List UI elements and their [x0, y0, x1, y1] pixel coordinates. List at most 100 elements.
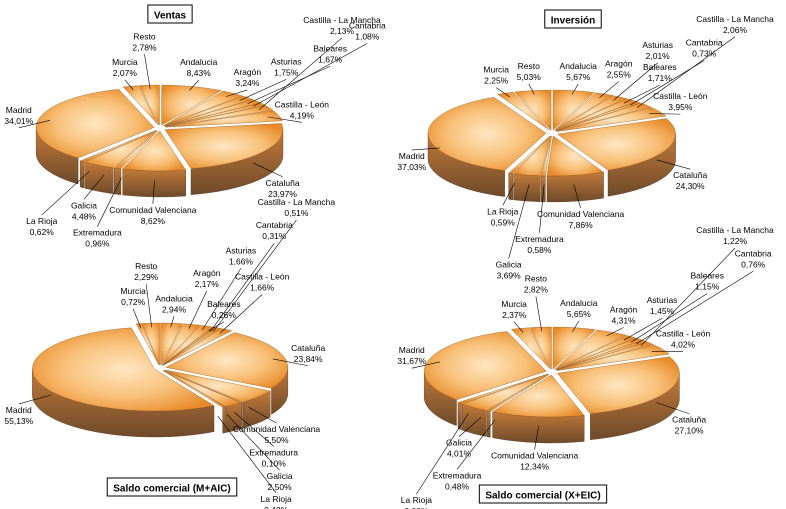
slice: [135, 323, 160, 366]
slice: [556, 340, 648, 371]
slice-value-label: 4,01%: [447, 449, 472, 459]
leader-line: [411, 147, 440, 151]
leader-line: [217, 416, 277, 493]
leader-line: [573, 184, 581, 208]
slice: [557, 107, 667, 132]
slice-value-label: 2,82%: [524, 284, 549, 294]
leader-line: [535, 296, 543, 332]
slice: [79, 130, 157, 163]
pie-walls: [427, 133, 676, 203]
slice-label: Castilla - León: [653, 91, 708, 101]
slice: [163, 328, 233, 366]
slice: [555, 335, 637, 370]
slice-label: La Rioja: [261, 494, 292, 504]
slice: [457, 373, 548, 405]
slice-label: Andalucia: [560, 61, 598, 71]
slice-value-label: 1,08%: [355, 31, 380, 41]
slice-value-label: 31,67%: [397, 356, 426, 366]
slice-value-label: 37,03%: [397, 162, 426, 172]
leader-line: [640, 247, 736, 347]
slice-value-label: 0,73%: [692, 49, 717, 59]
slice: [557, 118, 676, 171]
slice: [427, 97, 547, 171]
slice-label: Madrid: [6, 405, 32, 415]
slice: [486, 374, 550, 412]
slice-value-label: 5,65%: [567, 309, 592, 319]
leader-line: [623, 84, 660, 104]
leader-line: [528, 83, 535, 95]
leader-line: [226, 89, 248, 97]
slice-value-label: 2,29%: [134, 272, 159, 282]
slice-side: [540, 175, 546, 203]
slice-label: Galicia: [71, 200, 97, 210]
slice-label: Castilla - La Mancha: [696, 225, 774, 235]
title-box: [106, 477, 238, 497]
slice-label: Aragón: [610, 305, 638, 315]
slice-label: Castilla - León: [275, 99, 330, 109]
slice-label: Andalucia: [560, 298, 598, 308]
slice-value-label: 4,19%: [290, 110, 315, 120]
leader-line: [234, 412, 274, 447]
slice: [554, 329, 627, 370]
slice-value-label: 2,50%: [268, 482, 293, 492]
title-box: [147, 4, 193, 24]
slice-side: [508, 173, 514, 201]
slice: [35, 89, 155, 159]
slice-label: Asturias: [226, 245, 257, 255]
slice-label: Galicia: [446, 438, 472, 448]
slice-value-label: 2,78%: [132, 42, 157, 52]
slice-label: Cataluña: [291, 343, 325, 353]
leader-line: [239, 79, 287, 101]
slice-label: Murcia: [120, 286, 146, 296]
slice-label: Cataluña: [672, 415, 706, 425]
slice-value-label: 5,50%: [264, 435, 289, 445]
slice: [497, 91, 550, 131]
pie-tops: [32, 322, 289, 412]
slice-label: Cantabria: [256, 220, 293, 230]
leader-line: [456, 420, 495, 470]
slice-label: Castilla - La Mancha: [258, 197, 336, 207]
slice: [141, 322, 160, 366]
slice-label: Madrid: [6, 105, 32, 115]
slice-value-label: 2,06%: [723, 25, 748, 35]
slice: [492, 374, 585, 418]
slice-value-label: 23,97%: [268, 189, 297, 199]
slice-value-label: 0,48%: [445, 481, 470, 491]
slice-label: Extremadura: [249, 447, 298, 457]
slice-label: La Rioja: [487, 206, 518, 216]
title-box: [544, 9, 602, 29]
slice-value-label: 1,22%: [723, 236, 748, 246]
slice-label: La Rioja: [26, 216, 57, 226]
leader-line: [599, 81, 619, 98]
slice: [163, 370, 244, 403]
slice-label: Aragón: [605, 59, 633, 69]
slice-label: Cantabria: [686, 38, 723, 48]
slice-label: Aragón: [234, 67, 262, 77]
slice-label: Murcia: [501, 299, 527, 309]
slice: [554, 92, 614, 131]
chart-title: Inversión: [551, 16, 595, 27]
leader-line: [606, 327, 624, 337]
leader-line: [41, 171, 90, 216]
slice: [122, 85, 159, 126]
slice-label: Comunidad Valenciana: [233, 424, 321, 434]
leader-line: [496, 87, 510, 98]
slice: [138, 84, 160, 126]
slice-label: Castilla - La Mancha: [696, 14, 774, 24]
slice-value-label: 0,72%: [121, 297, 146, 307]
slice: [557, 344, 670, 371]
slice-value-label: 4,02%: [671, 340, 696, 350]
slice-label: Castilla - La Mancha: [303, 15, 381, 25]
slice-side: [80, 160, 84, 189]
slice: [508, 135, 551, 174]
leader-line: [18, 120, 51, 129]
slice: [165, 332, 289, 389]
leader-line: [188, 290, 208, 329]
title-box: [478, 484, 608, 504]
leader-line: [631, 293, 708, 343]
leader-line: [201, 268, 242, 331]
leader-line: [508, 184, 530, 259]
slice-label: Extremadura: [515, 234, 564, 244]
